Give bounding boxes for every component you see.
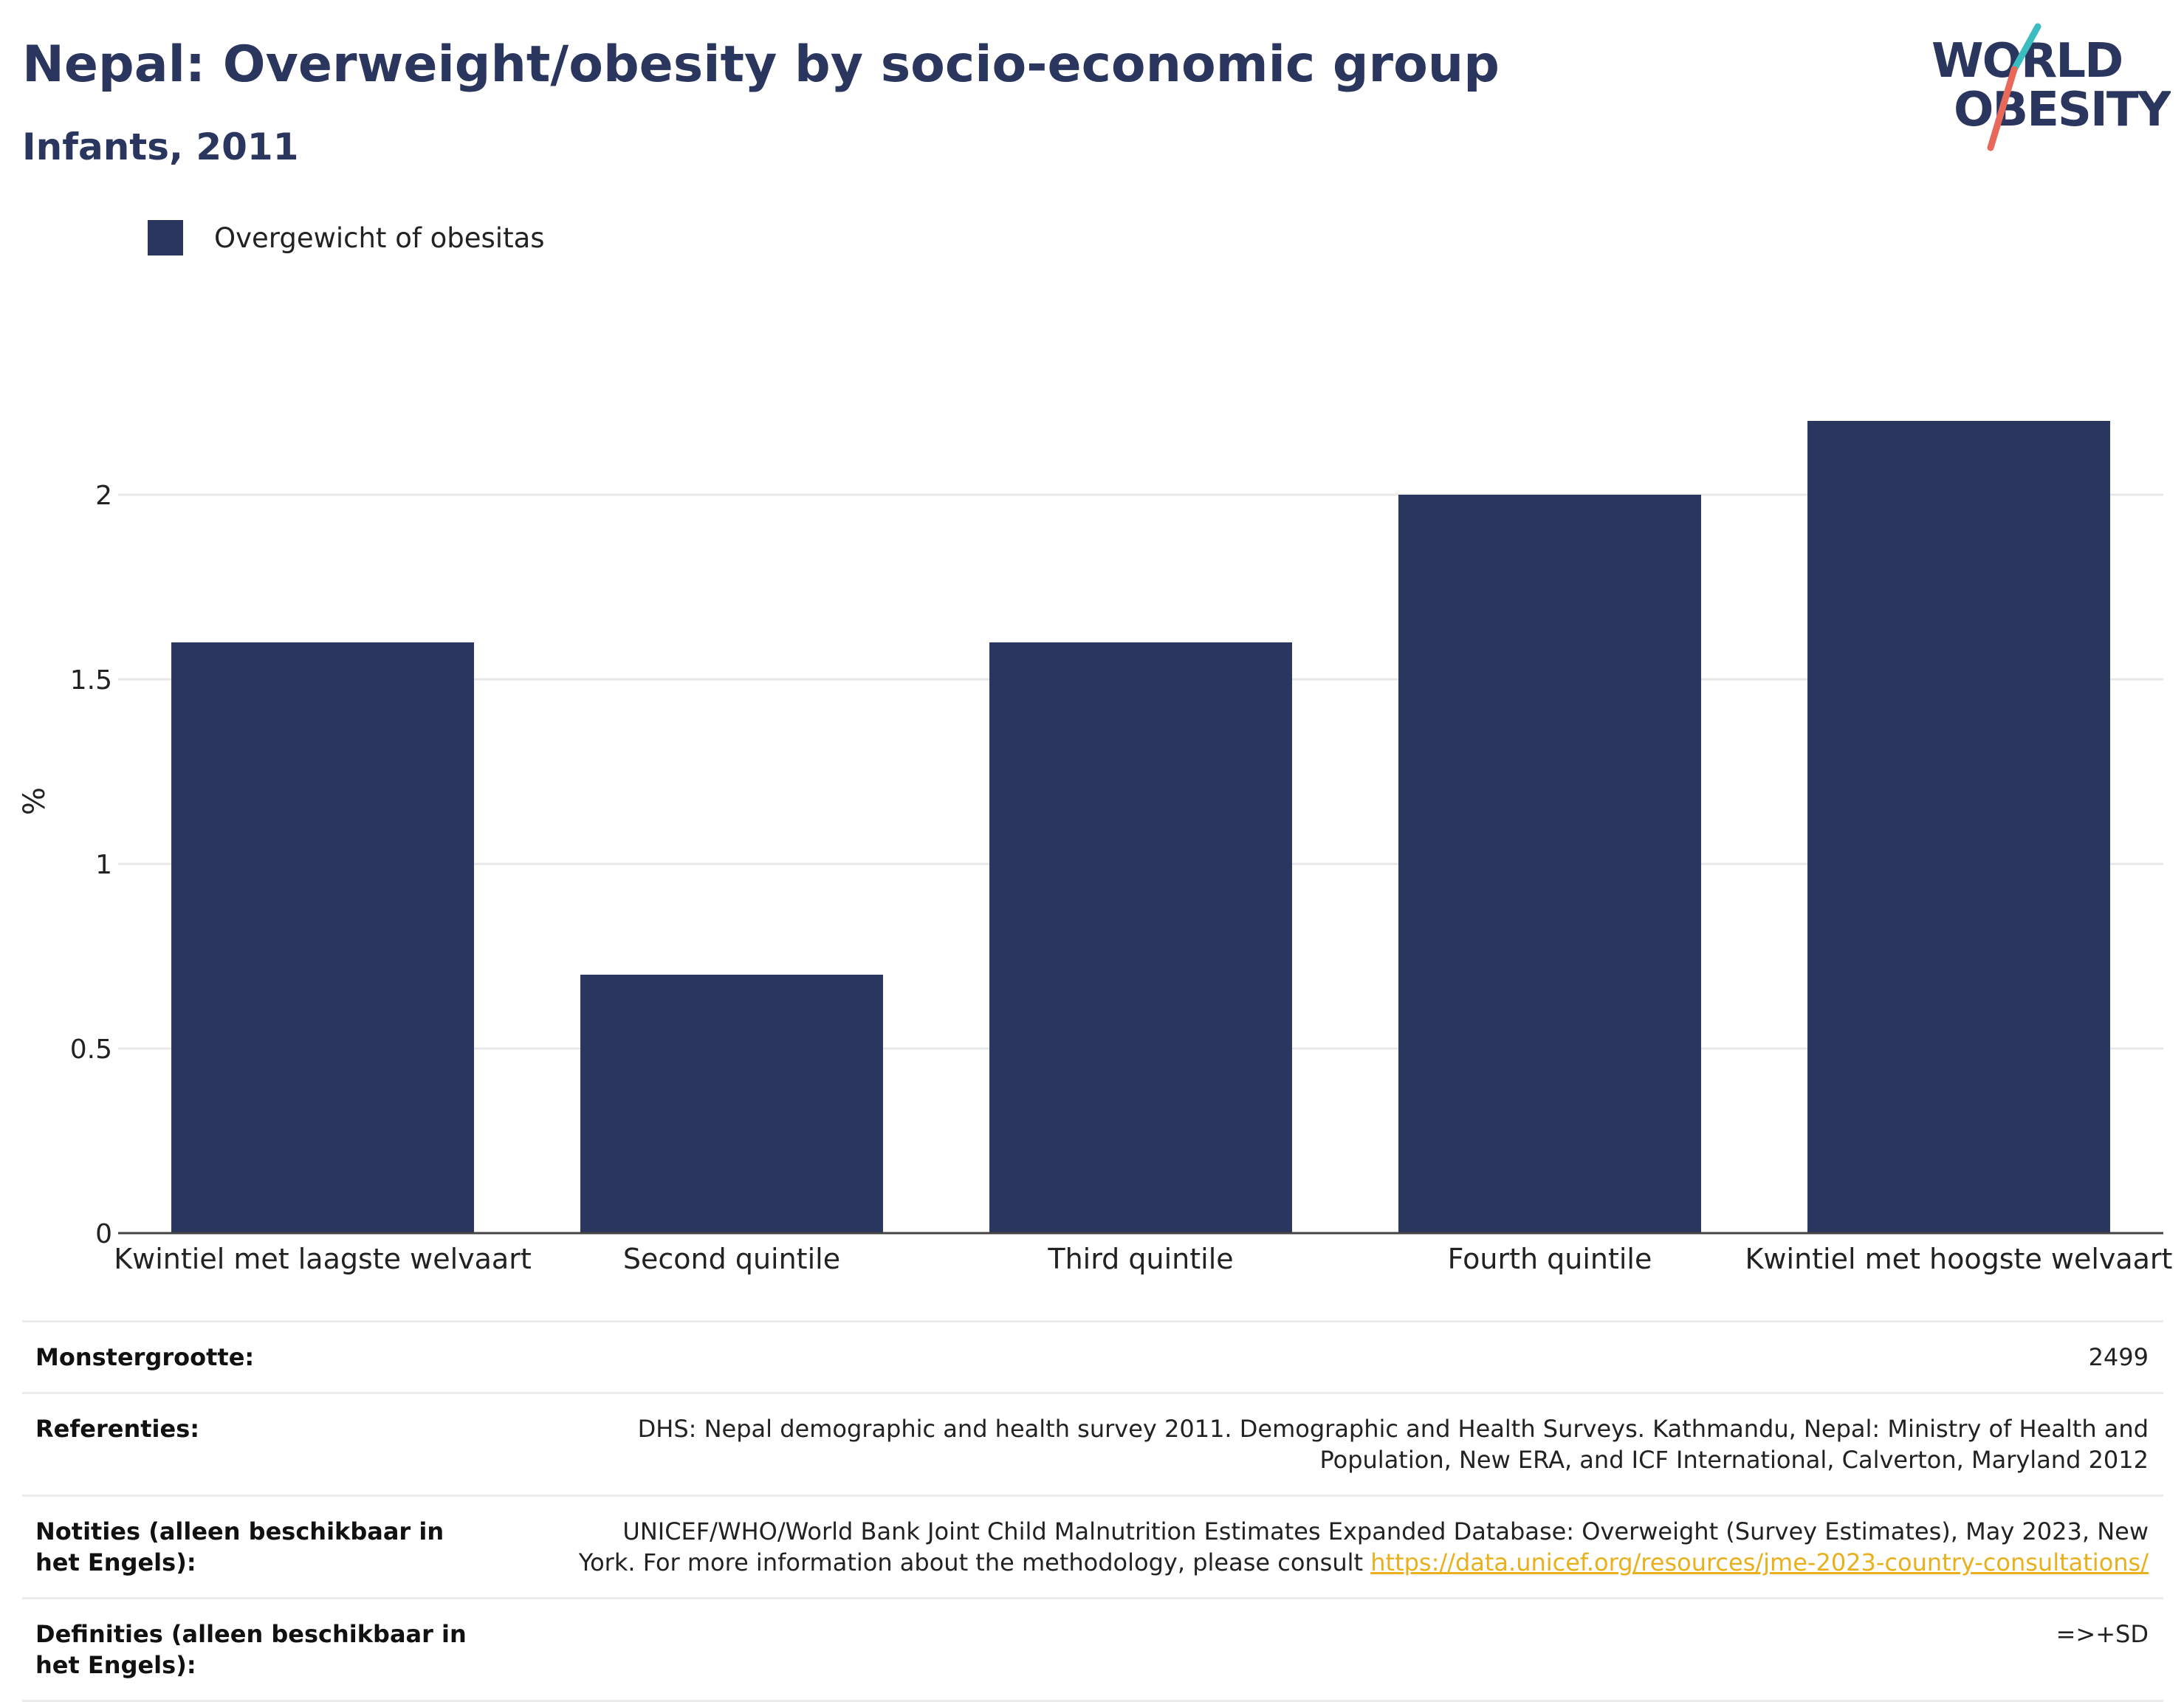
- bars: [171, 421, 2110, 1233]
- y-tick-label: 2: [95, 481, 112, 511]
- logo-line2: OBESITY: [1954, 83, 2171, 137]
- x-tick-label: Second quintile: [623, 1243, 840, 1275]
- meta-value: =>+SD: [2056, 1620, 2149, 1648]
- meta-row-references: Referenties: DHS: Nepal demographic and …: [22, 1392, 2163, 1495]
- meta-row-sample-size: Monstergrootte: 2499: [22, 1320, 2163, 1392]
- y-tick-label: 0: [95, 1219, 112, 1249]
- meta-key: Definities (alleen beschikbaar in het En…: [35, 1620, 467, 1679]
- chart-title: Nepal: Overweight/obesity by socio-econo…: [22, 35, 1500, 94]
- logo-slash-bottom: [1987, 66, 2018, 151]
- meta-value: UNICEF/WHO/World Bank Joint Child Malnut…: [561, 1516, 2149, 1578]
- meta-row-definitions: Definities (alleen beschikbaar in het En…: [22, 1597, 2163, 1702]
- x-tick-label: Third quintile: [1047, 1243, 1233, 1275]
- meta-value: DHS: Nepal demographic and health survey…: [637, 1415, 2149, 1474]
- x-tick-label: Kwintiel met laagste welvaart: [114, 1243, 532, 1275]
- bar: [580, 975, 883, 1233]
- x-axis-ticks: Kwintiel met laagste welvaart Second quin…: [114, 1243, 2172, 1275]
- y-axis-label: %: [18, 787, 52, 815]
- bar-chart: 0 0.5 1 1.5 2 Kwintiel met laagste welvaart S…: [18, 421, 2172, 1275]
- metadata-table: Monstergrootte: 2499 Referenties: DHS: N…: [22, 1320, 2163, 1702]
- legend-swatch: [148, 220, 183, 255]
- logo-slash-top: [2010, 23, 2042, 73]
- world-obesity-logo: WORLD OBESITY: [1931, 23, 2171, 151]
- y-tick-label: 0.5: [70, 1034, 112, 1065]
- legend-label: Overgewicht of obesitas: [214, 222, 545, 254]
- y-axis-ticks: 0 0.5 1 1.5 2: [70, 481, 112, 1249]
- x-tick-label: Kwintiel met hoogste welvaart: [1745, 1243, 2173, 1275]
- meta-key: Monstergrootte:: [35, 1343, 255, 1371]
- x-tick-label: Fourth quintile: [1448, 1243, 1652, 1275]
- bar: [989, 642, 1292, 1233]
- meta-key: Notities (alleen beschikbaar in het Enge…: [35, 1517, 444, 1576]
- legend[interactable]: Overgewicht of obesitas: [148, 220, 545, 255]
- meta-value: 2499: [2088, 1343, 2149, 1371]
- notes-link[interactable]: https://data.unicef.org/resources/jme-20…: [1370, 1548, 2149, 1576]
- bar: [1807, 421, 2110, 1233]
- meta-row-notes: Notities (alleen beschikbaar in het Enge…: [22, 1495, 2163, 1597]
- meta-key: Referenties:: [35, 1415, 200, 1443]
- notes-text: UNICEF/WHO/World Bank Joint Child Malnut…: [578, 1517, 2149, 1576]
- y-tick-label: 1.5: [70, 665, 112, 696]
- bar: [1398, 495, 1701, 1233]
- chart-subtitle: Infants, 2011: [22, 126, 299, 168]
- y-tick-label: 1: [95, 850, 112, 880]
- bar: [171, 642, 474, 1233]
